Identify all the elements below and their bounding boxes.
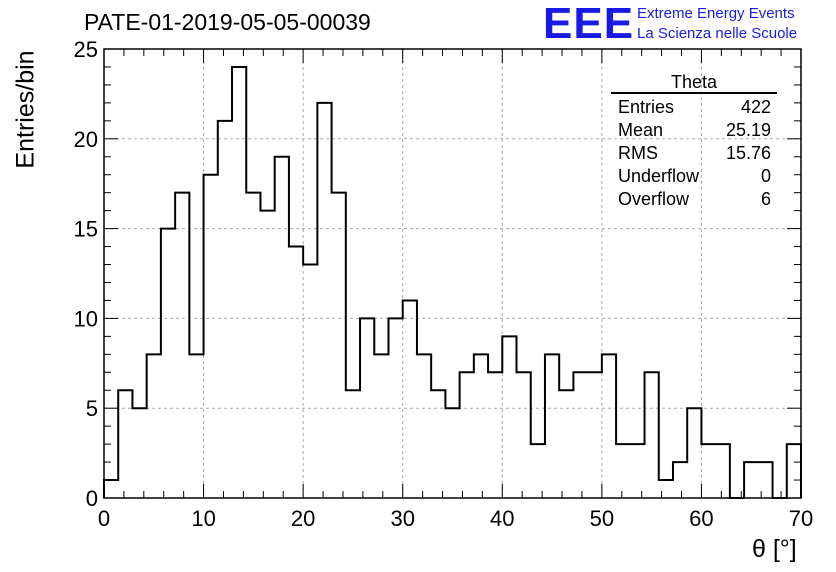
histogram-bin	[346, 390, 360, 498]
stats-row-rms: RMS 15.76	[611, 142, 777, 165]
histogram-bin	[531, 444, 545, 498]
histogram-bin	[118, 390, 132, 498]
histogram-bin	[787, 444, 801, 498]
histogram-bin	[687, 408, 701, 498]
histogram-bin	[460, 372, 474, 498]
x-tick-label: 30	[390, 506, 414, 531]
stats-row-overflow: Overflow 6	[611, 188, 777, 211]
histogram-bin	[275, 157, 289, 498]
y-tick-label: 5	[86, 396, 98, 421]
histogram-bin	[317, 103, 331, 498]
histogram-bin	[673, 462, 687, 498]
histogram-bin	[403, 300, 417, 498]
stats-value: 25.19	[725, 120, 771, 140]
y-tick-label: 0	[86, 486, 98, 511]
stats-row-entries: Entries 422	[611, 96, 777, 119]
histogram-bin	[630, 444, 644, 498]
y-tick-label: 25	[74, 37, 98, 62]
histogram-bin	[758, 462, 772, 498]
x-tick-label: 70	[789, 506, 813, 531]
histogram-bin	[559, 390, 573, 498]
stats-label: Mean	[618, 120, 664, 140]
x-tick-label: 40	[490, 506, 514, 531]
stats-box: Theta Entries 422 Mean 25.19 RMS 15.76 U…	[611, 72, 777, 211]
histogram-bin	[175, 193, 189, 498]
histogram-bin	[246, 193, 260, 498]
x-tick-label: 0	[98, 506, 110, 531]
histogram-bin	[474, 354, 488, 498]
x-tick-label: 10	[191, 506, 215, 531]
logo-line-2: La Scienza nelle Scuole	[637, 25, 798, 42]
chart-title: PATE-01-2019-05-05-00039	[84, 9, 371, 35]
stats-row-mean: Mean 25.19	[611, 119, 777, 142]
histogram-bin	[616, 444, 630, 498]
x-tick-label: 60	[689, 506, 713, 531]
histogram-bin	[445, 408, 459, 498]
logo-line-1: Extreme Energy Events	[637, 5, 795, 22]
histogram-bin	[204, 175, 218, 498]
histogram-bin	[360, 318, 374, 498]
histogram-bin	[104, 480, 118, 498]
y-tick-label: 10	[74, 306, 98, 331]
histogram-bin	[545, 354, 559, 498]
x-tick-label: 20	[291, 506, 315, 531]
histogram-bin	[232, 67, 246, 498]
histogram-bin	[260, 211, 274, 498]
histogram-bin	[388, 318, 402, 498]
histogram-bin	[602, 354, 616, 498]
stats-value: 6	[760, 189, 771, 209]
stats-label: Entries	[618, 97, 675, 117]
histogram-bin	[431, 390, 445, 498]
y-tick-label: 15	[74, 217, 98, 242]
histogram-bin	[303, 265, 317, 498]
histogram-bin	[573, 372, 587, 498]
histogram-outline	[103, 65, 802, 499]
x-axis-label: θ [°]	[752, 535, 797, 563]
stats-value: 0	[760, 166, 771, 186]
stats-label: RMS	[618, 143, 658, 163]
histogram-bin	[517, 372, 531, 498]
histogram-bin	[701, 444, 715, 498]
histogram-bin	[161, 229, 175, 498]
histogram-bin	[659, 480, 673, 498]
histogram-bin	[147, 354, 161, 498]
y-tick-label: 20	[74, 127, 98, 152]
histogram-bin	[132, 408, 146, 498]
histogram-bin	[488, 372, 502, 498]
stats-value: 15.76	[725, 143, 771, 163]
histogram-bin	[218, 121, 232, 498]
stats-value: 422	[740, 97, 771, 117]
histogram-bin	[289, 247, 303, 498]
histogram-bin	[645, 372, 659, 498]
y-axis-label: Entries/bin	[11, 50, 40, 169]
stats-label: Underflow	[618, 166, 700, 186]
histogram-bin	[744, 462, 758, 498]
histogram-bin	[417, 354, 431, 498]
stats-title: Theta	[611, 72, 777, 94]
histogram-bin	[588, 372, 602, 498]
stats-row-underflow: Underflow 0	[611, 165, 777, 188]
histogram-bin	[374, 354, 388, 498]
x-tick-label: 50	[590, 506, 614, 531]
histogram-bin	[332, 193, 346, 498]
histogram-bin	[189, 354, 203, 498]
stats-label: Overflow	[618, 189, 690, 209]
eee-logo: EEE	[543, 0, 635, 48]
plot-frame	[103, 48, 802, 499]
histogram-bin	[716, 444, 730, 498]
histogram-bin	[502, 336, 516, 498]
